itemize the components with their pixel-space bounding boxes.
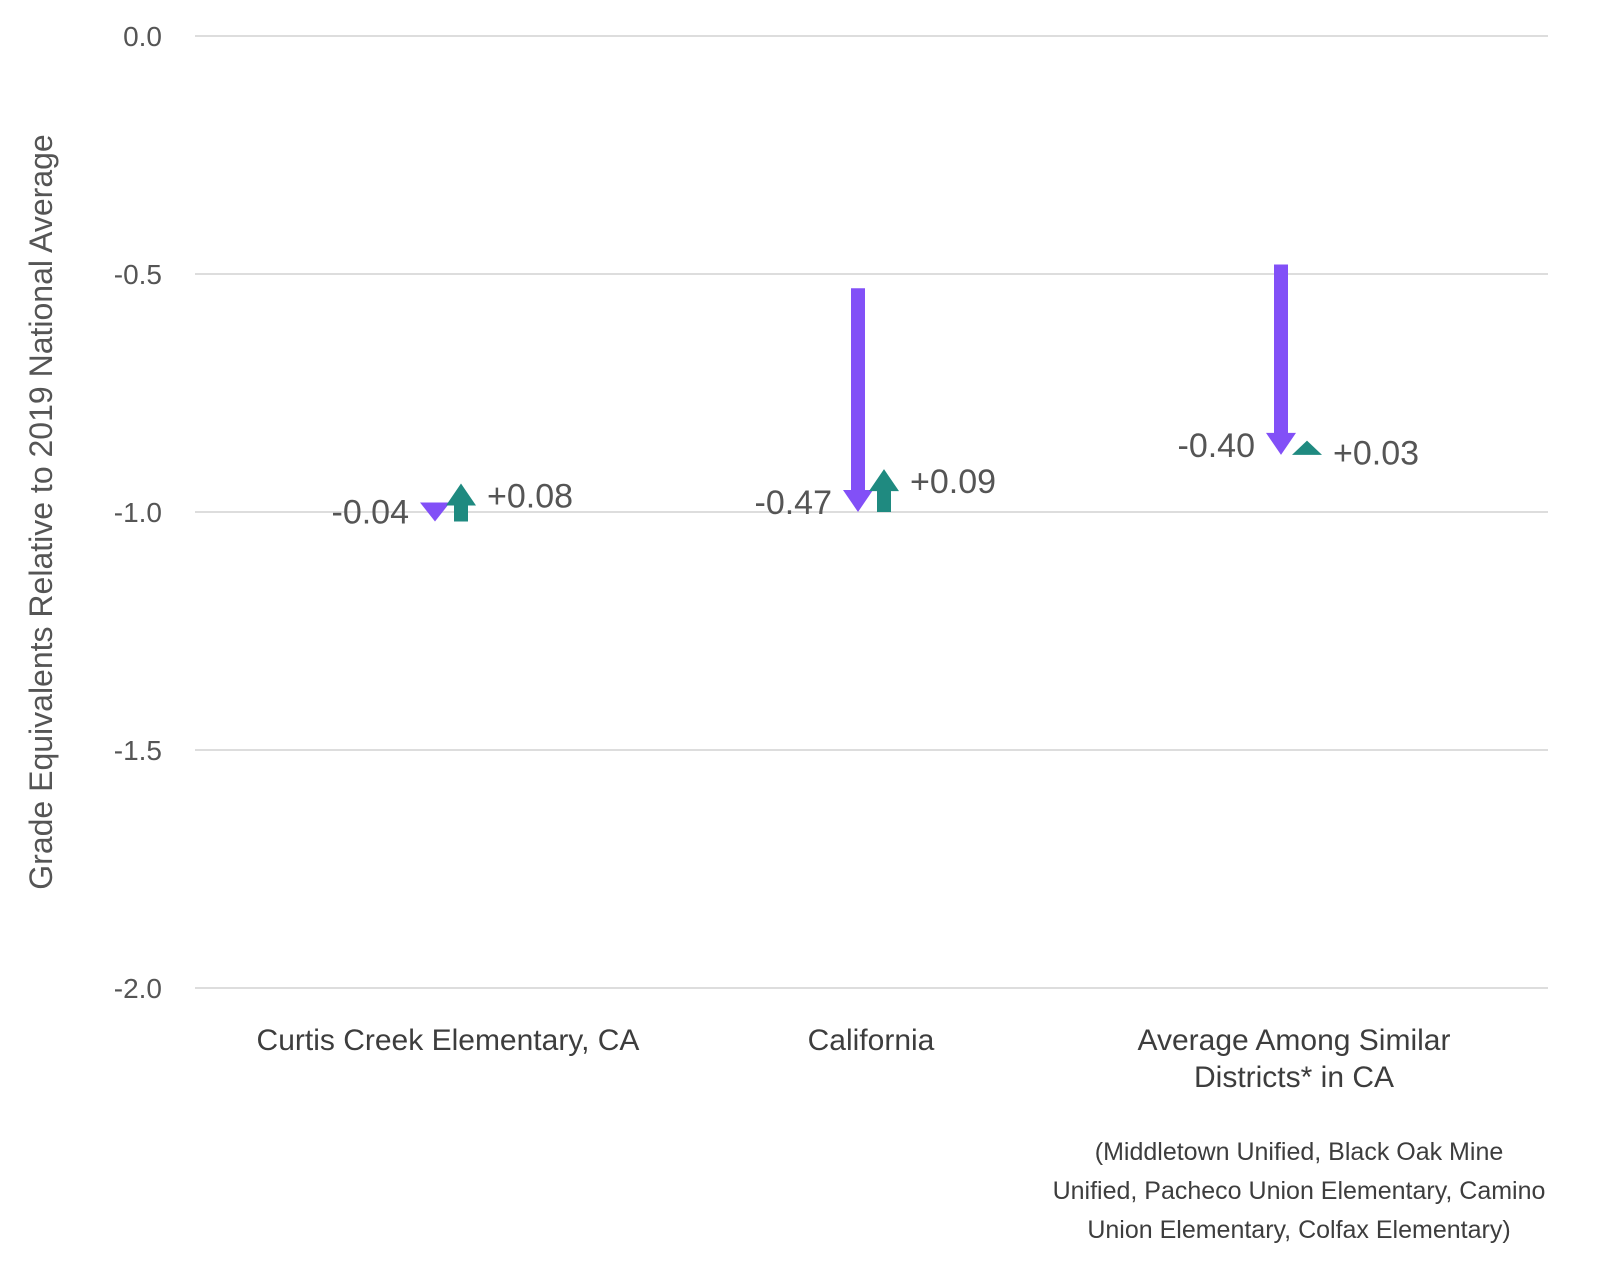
decline-value-label: -0.40 [1178,427,1256,465]
category-label: California [808,1024,935,1057]
y-tick-label: -1.0 [114,497,162,528]
category-label: Districts* in CA [1194,1061,1394,1094]
category-label: Curtis Creek Elementary, CA [257,1024,640,1057]
recovery-arrow [869,469,899,512]
y-tick-label: 0.0 [123,21,162,52]
recovery-value-label: +0.03 [1333,435,1419,473]
recovery-value-label: +0.08 [487,477,573,515]
category-note: Union Elementary, Colfax Elementary) [1087,1216,1510,1244]
category-labels: Curtis Creek Elementary, CA California Ave… [257,1024,1546,1244]
recovery-arrow [1292,440,1322,455]
gridlines [195,35,1548,989]
y-tick-label: -1.5 [114,735,162,766]
decline-arrow [1266,264,1296,455]
y-axis-title: Grade Equivalents Relative to 2019 Natio… [23,134,59,889]
decline-value-label: -0.04 [332,494,410,532]
recovery-arrow [446,483,476,522]
decline-arrow [420,502,450,522]
y-tick-label: -0.5 [114,259,162,290]
decline-arrow [843,288,873,512]
category-label: Average Among Similar [1138,1024,1451,1057]
value-labels: -0.04 +0.08 -0.47 +0.09 -0.40 +0.03 [332,427,1420,532]
y-axis-ticks: 0.0 -0.5 -1.0 -1.5 -2.0 [114,21,162,1004]
category-note: (Middletown Unified, Black Oak Mine [1095,1138,1504,1166]
recovery-value-label: +0.09 [910,463,996,501]
decline-value-label: -0.47 [755,484,833,522]
y-tick-label: -2.0 [114,973,162,1004]
arrows [420,264,1322,522]
category-note: Unified, Pacheco Union Elementary, Camin… [1053,1177,1546,1205]
